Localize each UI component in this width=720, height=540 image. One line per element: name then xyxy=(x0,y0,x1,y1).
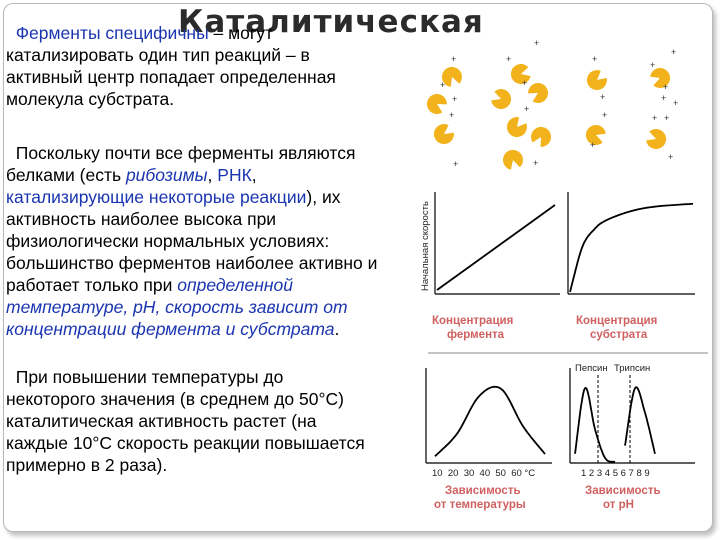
p2-line-1: Поскольку почти все ферменты являются xyxy=(15,143,356,163)
p2-line-4: активность наиболее высока при xyxy=(6,209,277,229)
slide-title: Каталитическая xyxy=(178,4,484,40)
p3-line-1: При повышении температуры до xyxy=(15,367,284,387)
p1-line-4: молекула субстрата. xyxy=(6,89,175,109)
p1-line-1: Ферменты специфичны – могут xyxy=(15,23,274,43)
p2-line-3: катализирующие некоторые реакции), их xyxy=(6,187,341,207)
p2-line-8: температуре, pH, скорость зависит от xyxy=(6,297,348,317)
p1-line-3: активный центр попадает определенная xyxy=(6,67,336,87)
p2-line-2: белками (есть рибозимы, РНК, xyxy=(6,165,257,185)
p2-line-5: физиологически нормальных условиях: xyxy=(6,231,330,251)
ribozyme-term: рибозимы xyxy=(125,165,208,185)
p2-line-6: большинство ферментов наиболее активно и xyxy=(6,253,378,273)
p3-line-5: примерно в 2 раза). xyxy=(6,455,168,475)
p3-line-4: каждые 10°C скорость реакции повышается xyxy=(6,433,365,453)
p3-line-2: некоторого значения (в среднем до 50°C) xyxy=(6,389,344,409)
rna-term: РНК xyxy=(217,165,252,185)
p2-line-7: работает только при определенной xyxy=(6,275,294,295)
p3-line-3: каталитическая активность растет (на xyxy=(6,411,317,431)
p2-line-9: концентрации фермента и субстрата. xyxy=(6,319,340,339)
p1-line-2: катализировать один тип реакций – в xyxy=(6,45,310,65)
p1-term: Ферменты специфичны xyxy=(15,23,209,43)
